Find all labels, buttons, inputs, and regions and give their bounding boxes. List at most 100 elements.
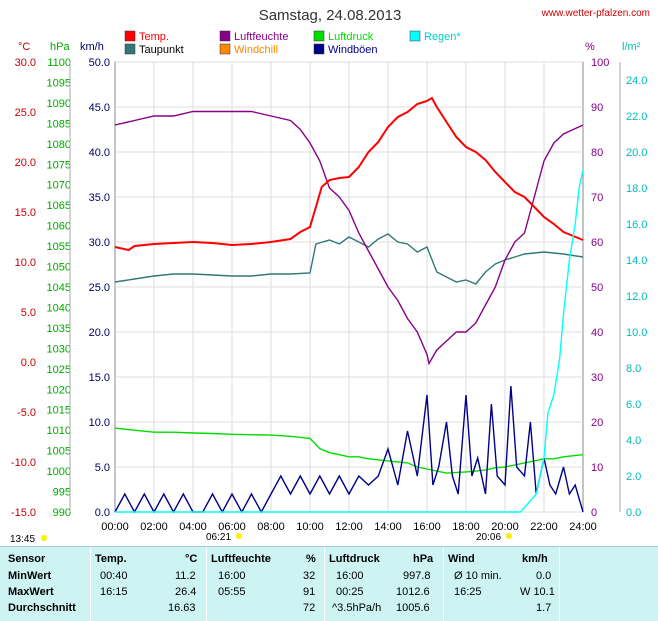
pressure-axis-tick: 1020	[47, 384, 71, 396]
chart-title: Samstag, 24.08.2013	[259, 7, 402, 24]
temp-axis-tick: 20.0	[15, 157, 36, 169]
source-link[interactable]: www.wetter-pfalzen.com	[541, 8, 650, 19]
stats-header-temp-unit: °C	[185, 553, 198, 565]
pressure-axis-tick: 1030	[47, 343, 71, 355]
humidity-axis-tick: 100	[591, 57, 609, 69]
stats-cell: Ø 10 min.	[454, 570, 502, 582]
legend-label: Temp.	[139, 31, 169, 43]
stats-cell: 1005.6	[396, 602, 430, 614]
pressure-axis-tick: 1050	[47, 262, 71, 274]
temp-axis-tick: -10.0	[11, 457, 36, 469]
wind-axis-tick: 25.0	[89, 282, 110, 294]
humidity-axis-tick: 60	[591, 237, 603, 249]
temp-axis-tick: -15.0	[11, 507, 36, 519]
pressure-axis-tick: 1055	[47, 241, 71, 253]
pressure-axis-tick: 1060	[47, 221, 71, 233]
axis-tick-labels: 30.0 25.0 20.0 15.0 10.0 5.0 0.0 -5.0 -10.0 -15.0…	[11, 57, 648, 533]
time-axis-tick: 06:00	[218, 521, 246, 533]
divider	[443, 547, 444, 621]
temp-axis-tick: -5.0	[17, 407, 36, 419]
rain-axis-tick: 10.0	[626, 327, 647, 339]
humidity-axis-tick: 40	[591, 327, 603, 339]
stats-cell: 00:25	[336, 586, 364, 598]
legend-swatch	[219, 30, 231, 42]
humidity-axis-tick: 30	[591, 372, 603, 384]
pressure-axis-tick: 1045	[47, 282, 71, 294]
temp-axis-tick: 15.0	[15, 207, 36, 219]
stats-cell: 11.2	[175, 570, 196, 582]
wind-axis-tick: 45.0	[89, 102, 110, 114]
stats-cell: 16:00	[336, 570, 364, 582]
stats-row-label: Durchschnitt	[8, 602, 76, 614]
rain-axis-tick: 18.0	[626, 183, 647, 195]
stats-row-label: MinWert	[8, 570, 52, 582]
series-luftdruck	[114, 427, 584, 474]
pressure-axis-tick: 990	[53, 507, 71, 519]
rain-axis-tick: 0.0	[626, 507, 641, 519]
divider	[324, 547, 325, 621]
sun-markers: 13:45 06:21 20:06	[10, 532, 512, 545]
stats-header-wind: Wind	[448, 553, 475, 565]
legend-label: Taupunkt	[139, 44, 184, 56]
humidity-axis-tick: 80	[591, 147, 603, 159]
stats-cell: 16:15	[100, 586, 128, 598]
legend-swatch	[313, 30, 325, 42]
temp-axis-tick: 25.0	[15, 107, 36, 119]
chart-series	[114, 96, 584, 514]
pressure-axis-tick: 1075	[47, 159, 71, 171]
pressure-axis-tick: 1015	[47, 405, 71, 417]
time-axis-tick: 16:00	[413, 521, 441, 533]
time-axis-tick: 14:00	[374, 521, 402, 533]
stats-cell: 05:55	[218, 586, 246, 598]
rain-axis-tick: 22.0	[626, 111, 647, 123]
sunset-label: 20:06	[476, 532, 501, 543]
wind-axis-tick: 20.0	[89, 327, 110, 339]
pressure-axis-tick: 1035	[47, 323, 71, 335]
time-axis-tick: 08:00	[257, 521, 285, 533]
temp-axis-tick: 30.0	[15, 57, 36, 69]
pressure-unit-label: hPa	[50, 41, 70, 53]
stats-row-label: MaxWert	[8, 586, 54, 598]
sunset-sun-icon	[506, 533, 512, 539]
stats-header-hum-unit: %	[306, 553, 316, 565]
rain-axis-tick: 16.0	[626, 219, 647, 231]
legend-swatch	[124, 43, 136, 55]
time-axis-tick: 18:00	[452, 521, 480, 533]
wind-axis-tick: 30.0	[89, 237, 110, 249]
divider	[559, 547, 560, 621]
pressure-axis-tick: 1040	[47, 302, 71, 314]
temp-axis-tick: 5.0	[21, 307, 36, 319]
stats-cell: 91	[303, 586, 316, 598]
divider	[90, 547, 91, 621]
stats-header-sensor: Sensor	[8, 553, 46, 565]
stats-cell: 1.7	[536, 602, 552, 614]
stats-cell: ^3.5hPa/h	[332, 602, 382, 614]
humidity-axis-tick: 20	[591, 417, 603, 429]
time-axis-tick: 12:00	[335, 521, 363, 533]
sunrise-sun-icon	[236, 533, 242, 539]
sun-icon	[41, 535, 47, 541]
stats-cell: 1012.6	[396, 586, 430, 598]
stats-cell: 16:25	[454, 586, 482, 598]
series-regen	[115, 169, 584, 513]
pressure-axis-tick: 1000	[47, 466, 71, 478]
wind-axis-tick: 5.0	[95, 462, 110, 474]
legend-label: Luftdruck	[328, 31, 374, 43]
stats-cell: 0.0	[536, 570, 552, 582]
stats-header-hum: Luftfeuchte	[211, 553, 271, 565]
pressure-axis-tick: 1005	[47, 446, 71, 458]
wind-unit-label: km/h	[80, 41, 104, 53]
pressure-axis-tick: 1085	[47, 118, 71, 130]
divider	[206, 547, 207, 621]
humidity-axis-tick: 50	[591, 282, 603, 294]
stats-cell: 16:00	[218, 570, 246, 582]
humidity-axis-tick: 90	[591, 102, 603, 114]
pressure-axis-tick: 1010	[47, 425, 71, 437]
stats-header-press: Luftdruck	[329, 553, 380, 565]
rain-axis-tick: 6.0	[626, 399, 641, 411]
temp-axis-tick: 10.0	[15, 257, 36, 269]
rain-axis-tick: 24.0	[626, 75, 647, 87]
stats-header-press-unit: hPa	[413, 553, 434, 565]
wind-axis-tick: 40.0	[89, 147, 110, 159]
